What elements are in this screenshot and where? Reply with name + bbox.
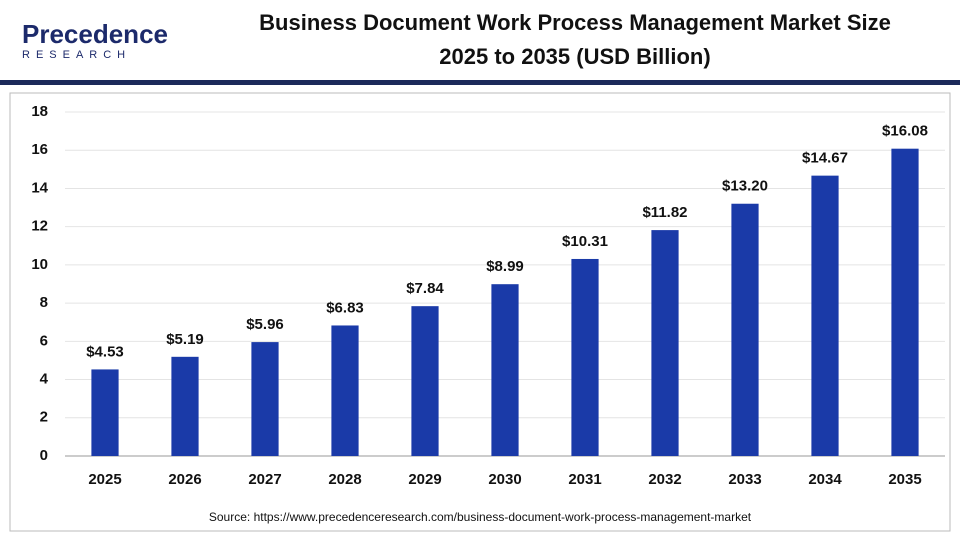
bar bbox=[251, 342, 279, 456]
x-tick-label: 2025 bbox=[88, 471, 121, 488]
bar bbox=[651, 230, 679, 456]
y-tick-label: 10 bbox=[31, 256, 48, 273]
bar bbox=[91, 369, 119, 456]
value-label: $5.19 bbox=[166, 331, 204, 348]
bar bbox=[171, 356, 199, 456]
bar bbox=[571, 258, 599, 456]
bar bbox=[331, 325, 359, 456]
x-tick-label: 2026 bbox=[168, 471, 201, 488]
value-label: $14.67 bbox=[802, 150, 848, 167]
value-label: $5.96 bbox=[246, 316, 284, 333]
y-tick-label: 12 bbox=[31, 218, 48, 235]
x-tick-label: 2033 bbox=[728, 471, 761, 488]
value-label: $7.84 bbox=[406, 280, 444, 297]
y-tick-label: 18 bbox=[31, 103, 48, 120]
x-tick-label: 2029 bbox=[408, 471, 441, 488]
bar bbox=[411, 306, 439, 456]
y-tick-label: 6 bbox=[40, 332, 48, 349]
logo: Precedence bbox=[22, 19, 168, 49]
value-label: $6.83 bbox=[326, 299, 364, 316]
chart-title: Business Document Work Process Managemen… bbox=[259, 10, 891, 35]
value-label: $4.53 bbox=[86, 343, 124, 360]
bar bbox=[811, 175, 839, 456]
x-tick-label: 2034 bbox=[808, 471, 842, 488]
y-tick-label: 16 bbox=[31, 141, 48, 158]
x-tick-label: 2031 bbox=[568, 471, 601, 488]
y-tick-label: 2 bbox=[40, 409, 48, 426]
chart-frame bbox=[9, 92, 951, 532]
bar bbox=[891, 148, 919, 456]
x-tick-label: 2035 bbox=[888, 471, 921, 488]
x-tick-label: 2028 bbox=[328, 471, 361, 488]
value-label: $13.20 bbox=[722, 178, 768, 195]
x-tick-label: 2027 bbox=[248, 471, 281, 488]
chart-subtitle: 2025 to 2035 (USD Billion) bbox=[439, 44, 710, 69]
bar bbox=[491, 284, 519, 456]
value-label: $11.82 bbox=[642, 204, 687, 221]
x-tick-label: 2032 bbox=[648, 471, 681, 488]
y-tick-label: 8 bbox=[40, 294, 48, 311]
y-tick-label: 14 bbox=[31, 179, 48, 196]
value-label: $10.31 bbox=[562, 233, 608, 250]
logo-sub: RESEARCH bbox=[22, 49, 131, 61]
value-label: $16.08 bbox=[882, 123, 928, 140]
source: Source: https://www.precedenceresearch.c… bbox=[209, 510, 752, 524]
bar bbox=[731, 203, 759, 456]
header-rule bbox=[0, 80, 960, 85]
y-tick-label: 4 bbox=[40, 371, 49, 388]
y-tick-label: 0 bbox=[40, 447, 48, 464]
value-label: $8.99 bbox=[486, 258, 524, 275]
x-tick-label: 2030 bbox=[488, 471, 521, 488]
